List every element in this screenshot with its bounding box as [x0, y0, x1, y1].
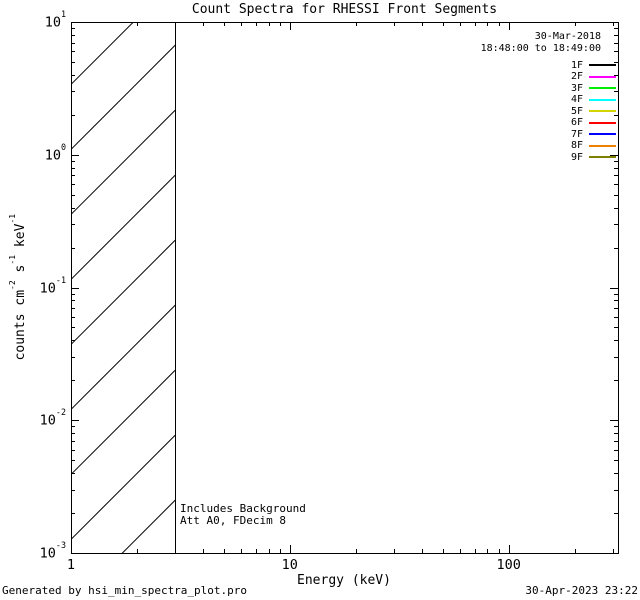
legend-color-swatch	[589, 121, 616, 124]
legend-entry: 5F	[543, 105, 616, 117]
legend-entry: 2F	[543, 71, 616, 83]
legend-entry-label: 9F	[570, 151, 583, 163]
legend-color-swatch	[589, 133, 616, 135]
y-tick-label: 100	[44, 141, 66, 164]
legend-entry: 9F	[543, 151, 616, 163]
legend-entry: 1F	[543, 59, 616, 71]
legend-entry: 8F	[543, 140, 616, 152]
y-tick-label: 10-3	[39, 540, 66, 562]
legend-entry: 4F	[543, 94, 616, 106]
legend-entry-label: 4F	[570, 94, 583, 105]
legend-color-swatch	[589, 144, 616, 147]
legend-entry-label: 8F	[570, 140, 583, 151]
legend-entry: 7F	[543, 128, 616, 140]
legend-color-swatch	[589, 98, 616, 101]
x-axis-label: Energy (keV)	[297, 573, 391, 588]
legend-entry-label: 6F	[570, 117, 583, 128]
attenuator-note: Att A0, FDecim 8	[180, 514, 286, 527]
y-tick-label: 10-2	[39, 407, 66, 429]
legend-color-swatch	[589, 64, 616, 66]
legend-color-swatch	[589, 156, 616, 158]
legend-entry-label: 3F	[570, 82, 583, 94]
chart-title: Count Spectra for RHESSI Front Segments	[191, 2, 498, 17]
legend-color-swatch	[589, 75, 616, 78]
x-tick-label: 100	[496, 557, 521, 573]
y-tick-label: 10-1	[39, 274, 66, 296]
legend-color-swatch	[589, 110, 616, 112]
legend-time-range: 18:48:00 to 18:49:00	[480, 43, 601, 54]
legend-entry: 3F	[543, 82, 616, 94]
legend-entry-label: 5F	[570, 105, 583, 117]
legend-entry-label: 1F	[570, 59, 583, 71]
footer-generator: Generated by hsi_min_spectra_plot.pro	[2, 584, 248, 597]
legend-entry: 6F	[543, 117, 616, 129]
legend-entry-label: 7F	[570, 128, 583, 140]
background-note: Includes Background	[180, 502, 306, 515]
legend-color-swatch	[589, 87, 616, 89]
footer-timestamp: 30-Apr-2023 23:22	[525, 584, 638, 597]
x-tick-label: 10	[281, 557, 298, 573]
y-tick-label: 101	[44, 9, 66, 31]
x-tick-label: 1	[66, 557, 76, 573]
legend-date: 30-Mar-2018	[534, 31, 601, 42]
legend-entry-label: 2F	[570, 71, 583, 82]
